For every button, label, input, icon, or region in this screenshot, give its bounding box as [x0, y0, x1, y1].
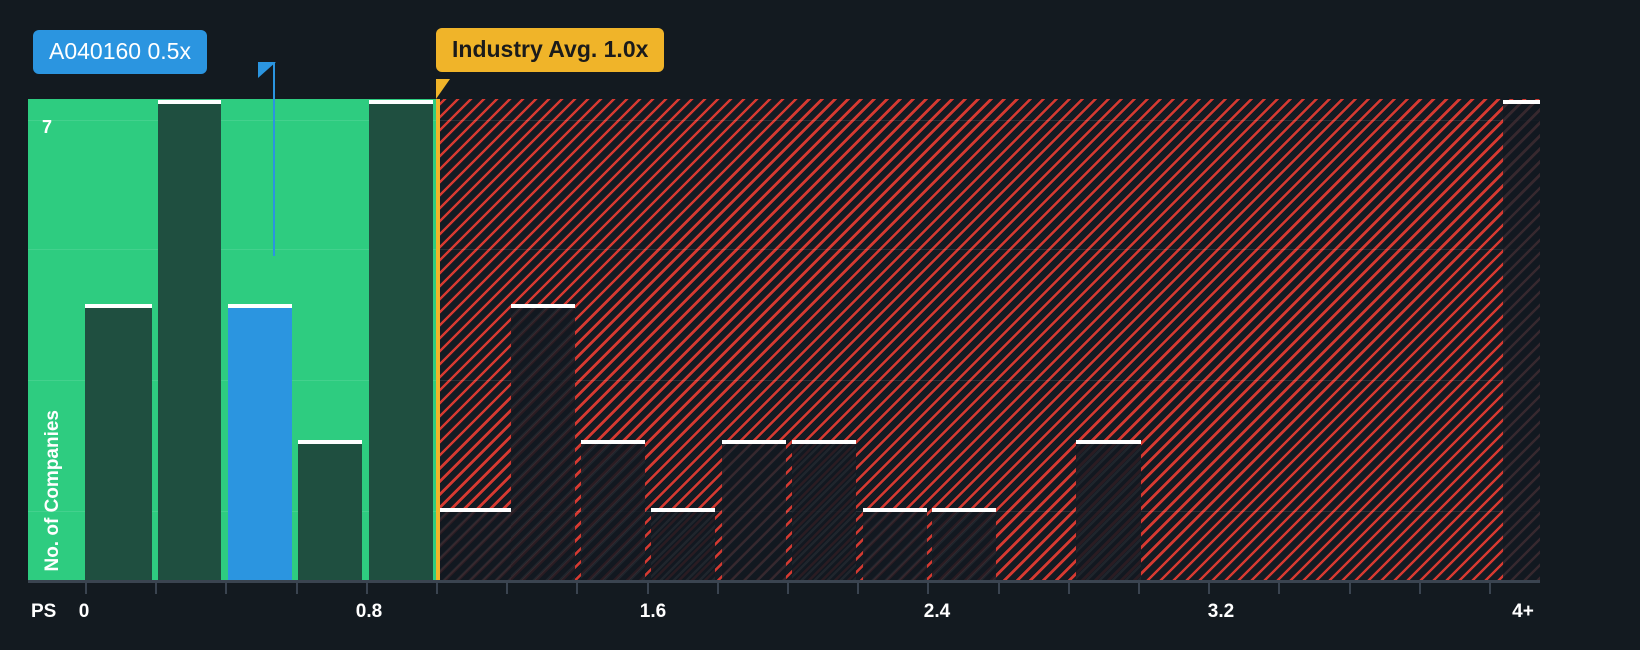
bar[interactable] [581, 440, 645, 580]
bar-cap [792, 440, 856, 444]
bar-cap [1076, 440, 1141, 444]
bar-cap [722, 440, 786, 444]
y-axis-title: No. of Companies [42, 410, 63, 572]
bar-cap [158, 100, 221, 104]
plot-area: 7 No. of Companies [28, 99, 1540, 580]
industry-average-callout[interactable]: Industry Avg. 1.0x [436, 28, 665, 72]
bar[interactable] [651, 508, 715, 580]
bar-cap [228, 304, 292, 308]
bar-cap [511, 304, 575, 308]
industry-callout-tail [436, 79, 450, 99]
bar-cap [85, 304, 152, 308]
industry-average-line [436, 99, 440, 580]
x-axis-tick-label: 2.4 [923, 601, 951, 622]
company-callout-leader [273, 62, 275, 256]
bar[interactable] [863, 508, 927, 580]
bar[interactable] [511, 304, 575, 580]
bar-cap [932, 508, 996, 512]
x-axis-tick [436, 583, 438, 594]
bar[interactable] [228, 304, 292, 580]
bar-cap [298, 440, 362, 444]
x-axis-tick [296, 583, 298, 594]
x-axis-tick-label: 4+ [1512, 601, 1534, 622]
y-axis-max-label: 7 [42, 117, 53, 137]
x-axis-tick-label: 0.8 [355, 601, 383, 622]
bar[interactable] [1076, 440, 1141, 580]
x-axis-tick [857, 583, 859, 594]
bar-cap [863, 508, 927, 512]
bar-cap [1503, 100, 1540, 104]
x-axis-prefix-label: PS [31, 601, 57, 622]
x-axis-tick [787, 583, 789, 594]
bar[interactable] [792, 440, 856, 580]
bar-cap [437, 508, 511, 512]
bar[interactable] [437, 508, 511, 580]
bar[interactable] [932, 508, 996, 580]
x-axis-tick [1349, 583, 1351, 594]
x-axis-tick [1068, 583, 1070, 594]
x-axis-tick [998, 583, 1000, 594]
x-axis-line [28, 580, 1540, 583]
x-axis-tick-label: 0 [78, 601, 90, 622]
bar-cap [651, 508, 715, 512]
x-axis-tick [1419, 583, 1421, 594]
bar-cap [369, 100, 433, 104]
bar[interactable] [298, 440, 362, 580]
x-axis-tick [647, 583, 649, 594]
x-axis-tick [506, 583, 508, 594]
bar[interactable] [722, 440, 786, 580]
x-axis-tick [927, 583, 929, 594]
x-axis-tick [366, 583, 368, 594]
bar[interactable] [85, 304, 152, 580]
bar-cap [581, 440, 645, 444]
x-axis-tick [1489, 583, 1491, 594]
overvalued-zone-hatched [437, 99, 1540, 580]
x-axis-tick [1278, 583, 1280, 594]
company-callout-arrow [258, 62, 276, 78]
x-axis-tick [155, 583, 157, 594]
x-axis-tick-label: 3.2 [1207, 601, 1235, 622]
x-axis-tick [576, 583, 578, 594]
bar-series [28, 99, 1540, 580]
company-callout[interactable]: A040160 0.5x [33, 30, 207, 74]
bar[interactable] [1503, 100, 1540, 580]
x-axis-tick [1138, 583, 1140, 594]
x-axis-tick-label: 1.6 [639, 601, 667, 622]
bar[interactable] [158, 100, 221, 580]
x-axis-tick [1208, 583, 1210, 594]
x-axis-tick [225, 583, 227, 594]
bar[interactable] [369, 100, 433, 580]
x-axis-tick [717, 583, 719, 594]
x-axis-tick [85, 583, 87, 594]
